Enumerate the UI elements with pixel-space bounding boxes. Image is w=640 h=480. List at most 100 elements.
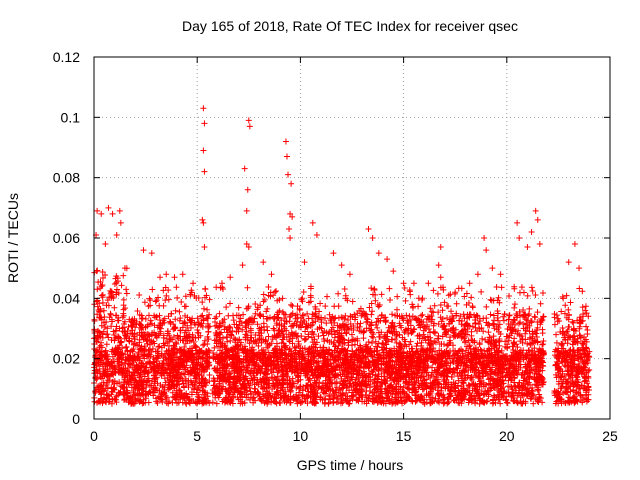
roti-point xyxy=(349,396,356,403)
roti-point xyxy=(341,359,348,366)
roti-point xyxy=(315,352,322,359)
roti-point xyxy=(553,339,560,346)
roti-point xyxy=(381,379,388,386)
roti-point xyxy=(551,321,558,328)
roti-point xyxy=(289,303,296,310)
roti-point xyxy=(176,381,183,388)
roti-point xyxy=(462,339,469,346)
roti-point xyxy=(402,327,409,334)
roti-point xyxy=(122,305,129,312)
roti-point xyxy=(151,340,158,347)
roti-point xyxy=(529,348,536,355)
roti-point xyxy=(180,383,187,390)
roti-point xyxy=(293,385,300,392)
roti-point xyxy=(110,328,117,335)
roti-point xyxy=(530,400,537,407)
roti-point xyxy=(194,329,201,336)
roti-point xyxy=(527,318,534,325)
roti-point xyxy=(539,362,546,369)
roti-point xyxy=(463,290,470,297)
roti-point xyxy=(531,313,538,320)
roti-point xyxy=(564,367,571,374)
roti-point xyxy=(227,337,234,344)
roti-point xyxy=(151,312,158,319)
roti-point xyxy=(484,397,491,404)
roti-point xyxy=(204,306,211,313)
roti-point xyxy=(198,379,205,386)
roti-point xyxy=(495,372,502,379)
roti-point xyxy=(506,324,513,331)
roti-point xyxy=(448,308,455,315)
roti-point xyxy=(205,359,212,366)
roti-point xyxy=(520,374,527,381)
roti-point xyxy=(329,324,336,331)
roti-point xyxy=(449,368,456,375)
roti-point xyxy=(493,283,500,290)
roti-point xyxy=(177,347,184,354)
roti-point xyxy=(322,379,329,386)
roti-point xyxy=(409,398,416,405)
roti-point xyxy=(172,307,179,314)
roti-point xyxy=(122,360,129,367)
roti-point xyxy=(91,367,98,374)
roti-point xyxy=(257,327,264,334)
roti-point xyxy=(126,338,133,345)
roti-point xyxy=(187,324,194,331)
roti-point xyxy=(559,359,566,366)
roti-point xyxy=(474,360,481,367)
roti-point xyxy=(216,310,223,317)
roti-point xyxy=(437,314,444,321)
roti-point xyxy=(121,328,128,335)
roti-point xyxy=(510,392,517,399)
roti-point xyxy=(147,360,154,367)
roti-point xyxy=(296,348,303,355)
roti-point xyxy=(253,351,260,358)
roti-point xyxy=(555,315,562,322)
roti-point xyxy=(366,304,373,311)
roti-point xyxy=(539,316,546,323)
roti-point xyxy=(265,333,272,340)
roti-point xyxy=(362,314,369,321)
roti-point xyxy=(289,375,296,382)
roti-point xyxy=(140,363,147,370)
roti-point xyxy=(283,318,290,325)
roti-point xyxy=(104,297,111,304)
roti-point xyxy=(438,387,445,394)
roti-point xyxy=(104,331,111,338)
roti-point xyxy=(430,287,437,294)
roti-point xyxy=(147,297,154,304)
roti-point xyxy=(96,368,103,375)
roti-point xyxy=(581,371,588,378)
roti-point xyxy=(539,348,546,355)
roti-point xyxy=(280,356,287,363)
roti-point xyxy=(359,310,366,317)
roti-point xyxy=(273,320,280,327)
roti-point xyxy=(153,398,160,405)
roti-point xyxy=(252,300,259,307)
roti-point xyxy=(149,345,156,352)
roti-point xyxy=(413,316,420,323)
roti-point xyxy=(248,390,255,397)
roti-point xyxy=(495,317,502,324)
roti-point xyxy=(435,335,442,342)
roti-point xyxy=(200,342,207,349)
roti-point xyxy=(265,349,272,356)
roti-point xyxy=(294,311,301,318)
roti-point xyxy=(497,368,504,375)
roti-point xyxy=(561,310,568,317)
roti-point xyxy=(141,352,148,359)
roti-point xyxy=(104,368,111,375)
roti-point xyxy=(475,373,482,380)
roti-point xyxy=(420,360,427,367)
roti-point xyxy=(288,323,295,330)
roti-point xyxy=(285,393,292,400)
roti-point xyxy=(211,365,218,372)
roti-point xyxy=(497,385,504,392)
roti-point xyxy=(569,318,576,325)
roti-point xyxy=(190,385,197,392)
roti-point xyxy=(506,293,513,300)
roti-point xyxy=(454,352,461,359)
roti-point xyxy=(585,313,592,320)
roti-point xyxy=(389,336,396,343)
roti-point xyxy=(428,400,435,407)
